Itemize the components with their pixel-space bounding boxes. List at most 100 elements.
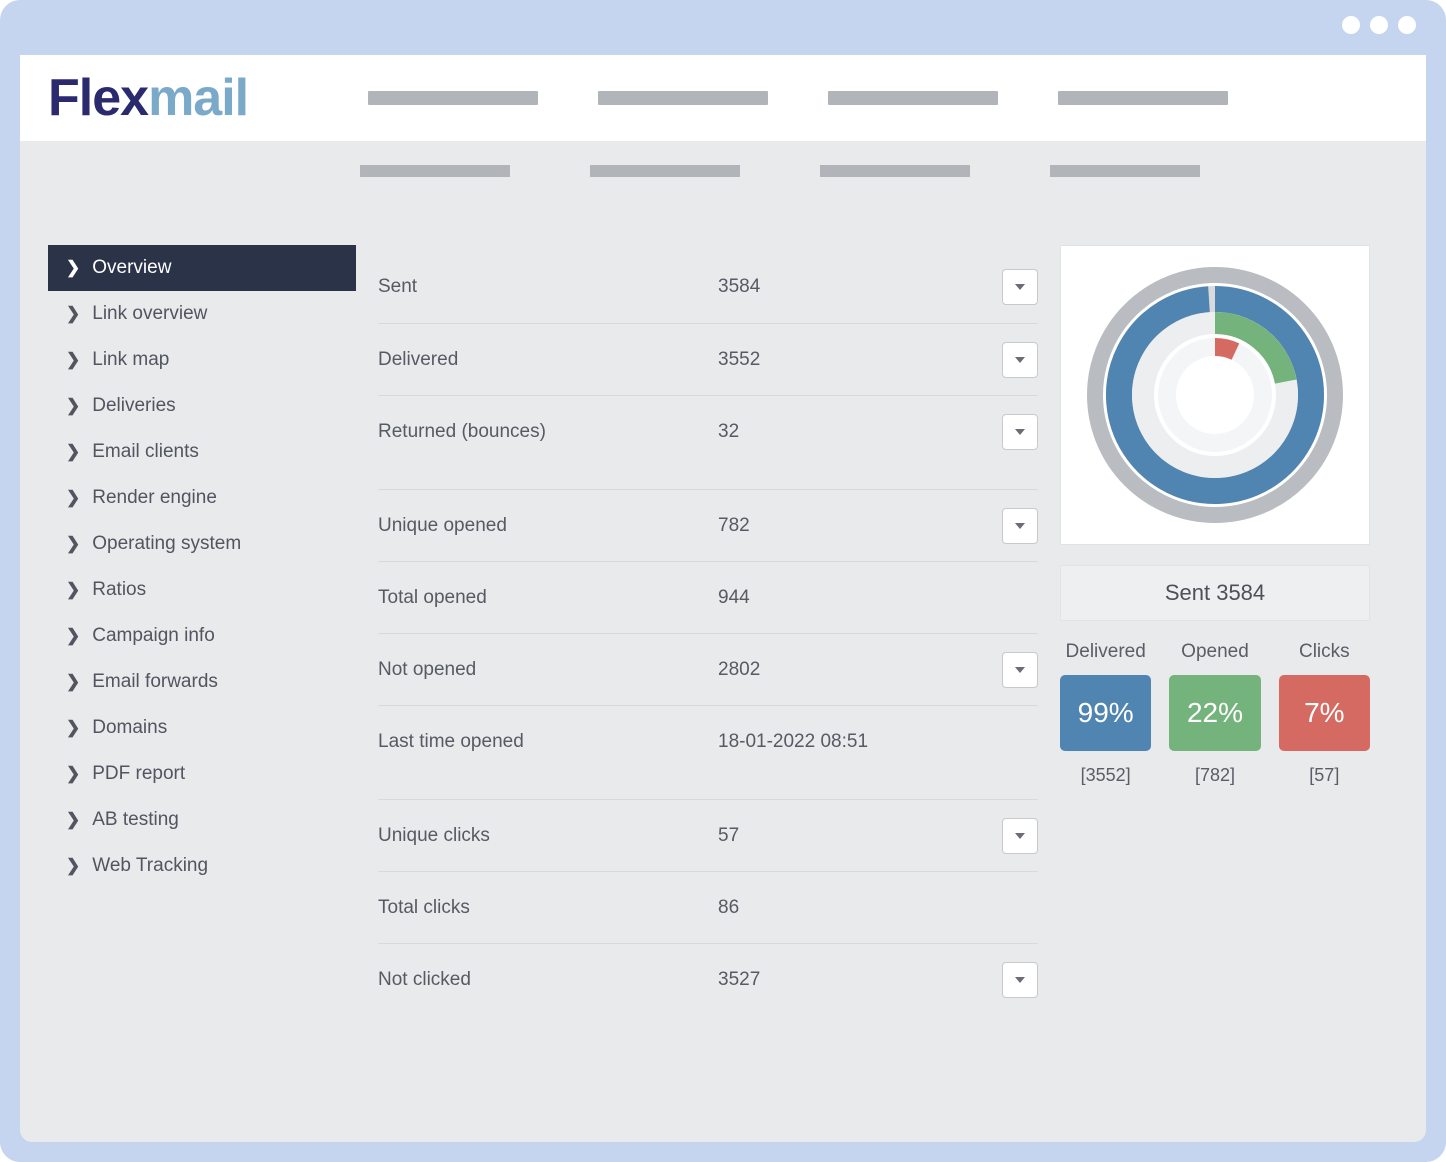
- stat-value: 3552: [718, 349, 1002, 371]
- chevron-right-icon: ❯: [66, 396, 80, 416]
- sidebar-item-overview[interactable]: ❯Overview: [48, 245, 356, 291]
- subnav-placeholder-bar: [590, 165, 740, 177]
- stat-row: Sent3584: [378, 251, 1038, 323]
- row-dropdown-button[interactable]: [1002, 414, 1038, 450]
- sidebar-item-link-overview[interactable]: ❯Link overview: [48, 291, 356, 337]
- kpi-count: [3552]: [1060, 765, 1151, 786]
- stat-value: 782: [718, 515, 1002, 537]
- row-dropdown-button[interactable]: [1002, 962, 1038, 998]
- sidebar-item-label: Campaign info: [92, 625, 215, 647]
- nav-placeholder-bar: [1058, 91, 1228, 105]
- row-dropdown-button[interactable]: [1002, 818, 1038, 854]
- stats-panel: Sent3584 Delivered3552 Returned (bounces) 3…: [378, 245, 1038, 1122]
- sidebar-item-label: AB testing: [92, 809, 179, 831]
- sidebar-item-label: Link map: [92, 349, 169, 371]
- logo-text-1: Flex: [48, 69, 148, 127]
- window-dot: [1342, 16, 1360, 34]
- chevron-right-icon: ❯: [66, 856, 80, 876]
- caret-down-icon: [1015, 429, 1025, 435]
- stat-value: 944: [718, 587, 1038, 609]
- nav-placeholder-bar: [828, 91, 998, 105]
- sent-summary-badge: Sent 3584: [1060, 565, 1370, 621]
- sidebar-item-web-tracking[interactable]: ❯ Web Tracking: [48, 843, 356, 889]
- stat-value: 18-01-2022 08:51: [718, 731, 1038, 753]
- chevron-right-icon: ❯: [66, 718, 80, 738]
- chevron-right-icon: ❯: [66, 258, 80, 278]
- sidebar: ❯Overview❯Link overview❯Link map❯Deliver…: [48, 245, 356, 1122]
- chevron-right-icon: ❯: [66, 304, 80, 324]
- sidebar-item-ab-testing[interactable]: ❯AB testing: [48, 797, 356, 843]
- kpi-label: Delivered: [1060, 641, 1151, 663]
- stat-label: Total clicks: [378, 897, 718, 919]
- window-dot: [1398, 16, 1416, 34]
- chevron-right-icon: ❯: [66, 350, 80, 370]
- sidebar-item-email-forwards[interactable]: ❯ Email forwards: [48, 659, 356, 705]
- kpi-row: Delivered99%[3552]Opened22%[782]Clicks7%…: [1060, 641, 1370, 786]
- nav-placeholder-bar: [598, 91, 768, 105]
- chevron-right-icon: ❯: [66, 580, 80, 600]
- stat-label: Total opened: [378, 587, 718, 609]
- stat-label: Sent: [378, 276, 718, 298]
- sidebar-item-operating-system[interactable]: ❯ Operating system: [48, 521, 356, 567]
- sidebar-item-render-engine[interactable]: ❯ Render engine: [48, 475, 356, 521]
- sidebar-item-campaign-info[interactable]: ❯ Campaign info: [48, 613, 356, 659]
- sidebar-item-label: Web Tracking: [92, 855, 208, 877]
- sidebar-item-deliveries[interactable]: ❯ Deliveries: [48, 383, 356, 429]
- caret-down-icon: [1015, 284, 1025, 290]
- kpi-clicks: Clicks7%[57]: [1279, 641, 1370, 786]
- row-dropdown-button[interactable]: [1002, 269, 1038, 305]
- sidebar-item-label: Render engine: [92, 487, 217, 509]
- stat-value: 2802: [718, 659, 1002, 681]
- kpi-percent-box: 22%: [1169, 675, 1260, 751]
- sidebar-item-link-map[interactable]: ❯ Link map: [48, 337, 356, 383]
- stat-label: Delivered: [378, 349, 718, 371]
- topbar: Flexmail: [20, 55, 1426, 141]
- sidebar-item-label: Operating system: [92, 533, 241, 555]
- row-dropdown-button[interactable]: [1002, 342, 1038, 378]
- chevron-right-icon: ❯: [66, 626, 80, 646]
- chevron-right-icon: ❯: [66, 534, 80, 554]
- sidebar-item-label: Deliveries: [92, 395, 175, 417]
- content: ❯Overview❯Link overview❯Link map❯Deliver…: [48, 245, 1398, 1122]
- row-dropdown-button[interactable]: [1002, 652, 1038, 688]
- chevron-right-icon: ❯: [66, 672, 80, 692]
- app-shell: Flexmail ❯Overview❯Link overview❯Link ma…: [20, 55, 1426, 1142]
- caret-down-icon: [1015, 977, 1025, 983]
- caret-down-icon: [1015, 667, 1025, 673]
- subnav-placeholder-bar: [360, 165, 510, 177]
- stat-row: Total opened944: [378, 561, 1038, 633]
- stat-group-spacer: [378, 467, 1038, 489]
- donut-chart: [1085, 265, 1345, 525]
- main-nav-placeholder: [368, 91, 1398, 105]
- stat-value: 86: [718, 897, 1038, 919]
- sidebar-item-pdf-report[interactable]: ❯PDF report: [48, 751, 356, 797]
- stat-group-spacer: [378, 777, 1038, 799]
- stat-label: Returned (bounces): [378, 421, 718, 443]
- window-controls: [1342, 16, 1416, 34]
- kpi-count: [57]: [1279, 765, 1370, 786]
- sub-nav-placeholder: [20, 141, 1426, 201]
- kpi-delivered: Delivered99%[3552]: [1060, 641, 1151, 786]
- sidebar-item-domains[interactable]: ❯Domains: [48, 705, 356, 751]
- kpi-opened: Opened22%[782]: [1169, 641, 1260, 786]
- donut-ring-2-bg: [1167, 347, 1263, 443]
- summary-panel: Sent 3584 Delivered99%[3552]Opened22%[78…: [1060, 245, 1370, 1122]
- caret-down-icon: [1015, 833, 1025, 839]
- donut-chart-card: [1060, 245, 1370, 545]
- stat-value: 57: [718, 825, 1002, 847]
- stat-label: Not clicked: [378, 969, 718, 991]
- stat-row: Not clicked3527: [378, 943, 1038, 1015]
- sidebar-item-ratios[interactable]: ❯Ratios: [48, 567, 356, 613]
- chevron-right-icon: ❯: [66, 488, 80, 508]
- sidebar-item-label: Email forwards: [92, 671, 218, 693]
- row-dropdown-button[interactable]: [1002, 508, 1038, 544]
- stat-row: Unique opened782: [378, 489, 1038, 561]
- sidebar-item-label: Email clients: [92, 441, 199, 463]
- stat-value: 3584: [718, 276, 1002, 298]
- kpi-count: [782]: [1169, 765, 1260, 786]
- caret-down-icon: [1015, 357, 1025, 363]
- logo: Flexmail: [48, 68, 248, 128]
- stat-label: Unique opened: [378, 515, 718, 537]
- stat-label: Not opened: [378, 659, 718, 681]
- sidebar-item-email-clients[interactable]: ❯Email clients: [48, 429, 356, 475]
